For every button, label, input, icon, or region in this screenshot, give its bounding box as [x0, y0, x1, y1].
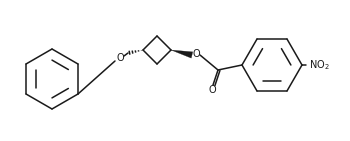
Text: O: O: [192, 49, 200, 59]
Text: O: O: [208, 85, 216, 95]
Polygon shape: [171, 50, 193, 58]
Text: NO$_2$: NO$_2$: [309, 58, 329, 72]
Text: O: O: [116, 53, 124, 63]
